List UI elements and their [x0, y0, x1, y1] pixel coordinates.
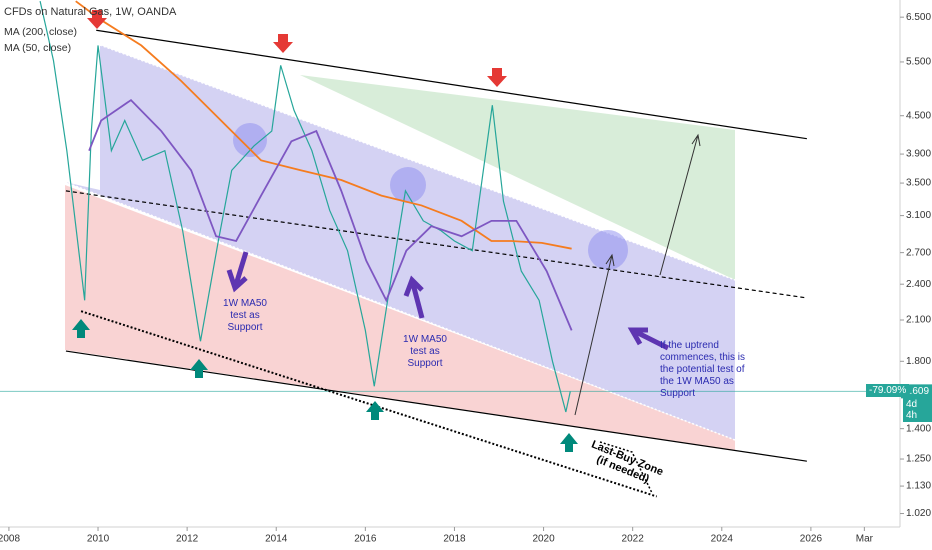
green-zone	[300, 75, 735, 280]
red-arrow	[273, 34, 293, 53]
red-arrow	[87, 10, 107, 29]
y-tick-label: 6.500	[906, 12, 931, 23]
y-tick-label: 1.130	[906, 481, 931, 492]
x-tick-label: 2012	[176, 534, 199, 545]
y-tick-label: 4.500	[906, 110, 931, 121]
y-tick-label: 1.800	[906, 356, 931, 367]
last-price-label: 1.609	[904, 386, 929, 397]
path-arrow	[659, 133, 701, 276]
y-tick-label: 1.400	[906, 423, 931, 434]
trendline	[80, 310, 658, 498]
y-tick-label: 2.400	[906, 279, 931, 290]
y-tick-label: 2.700	[906, 247, 931, 258]
green-arrow	[72, 319, 90, 338]
y-tick-label: 3.900	[906, 149, 931, 160]
x-tick-label: 2026	[800, 534, 823, 545]
arrows	[72, 10, 701, 494]
x-tick-label: 2010	[87, 534, 110, 545]
red-arrow	[487, 68, 507, 87]
legend-entry: MA (200, close)	[4, 26, 77, 38]
green-arrow	[366, 401, 384, 420]
annotation: 1W MA50 test as Support	[223, 298, 267, 333]
test-circle	[390, 167, 426, 203]
y-tick-label: 1.250	[906, 454, 931, 465]
countdown: 4d 4h	[903, 398, 932, 422]
ma-line	[88, 98, 573, 331]
change-label: -79.09%	[866, 384, 910, 397]
pink-zone	[65, 185, 735, 450]
zone-bracket	[599, 441, 653, 494]
y-tick-label: 3.100	[906, 210, 931, 221]
channel-edge	[99, 44, 736, 281]
price-line	[39, 1, 571, 413]
x-tick-label: 2018	[443, 534, 466, 545]
legend-entry: MA (50, close)	[4, 42, 72, 54]
annotation: 1W MA50 test as Support	[403, 334, 447, 369]
green-arrow	[190, 359, 208, 378]
y-tick-label: 2.100	[906, 315, 931, 326]
trendline	[65, 350, 807, 462]
ma-line	[75, 0, 572, 250]
x-tick-label: 2014	[265, 534, 288, 545]
x-tick-label: Mar	[856, 534, 874, 545]
y-tick-label: 1.020	[906, 508, 931, 519]
x-tick-label: 2020	[532, 534, 555, 545]
x-tick-label: 2022	[622, 534, 645, 545]
y-tick-label: 5.500	[906, 57, 931, 68]
annotation: If the uptrend commences, this is the po…	[660, 340, 746, 399]
green-arrow	[560, 433, 578, 452]
x-tick-label: 2024	[711, 534, 734, 545]
test-circle	[233, 123, 267, 157]
x-tick-label: 2008	[0, 534, 20, 545]
trendline	[65, 190, 807, 299]
chart-title: CFDs on Natural Gas, 1W, OANDA	[4, 6, 177, 18]
test-circle	[588, 230, 628, 270]
purple-arrow	[627, 327, 670, 351]
x-tick-label: 2016	[354, 534, 377, 545]
trendline	[96, 29, 807, 140]
purple-channel	[65, 45, 735, 440]
purple-arrow	[403, 275, 425, 319]
y-tick-label: 3.500	[906, 178, 931, 189]
path-arrow	[574, 253, 615, 416]
purple-arrow	[226, 251, 249, 293]
